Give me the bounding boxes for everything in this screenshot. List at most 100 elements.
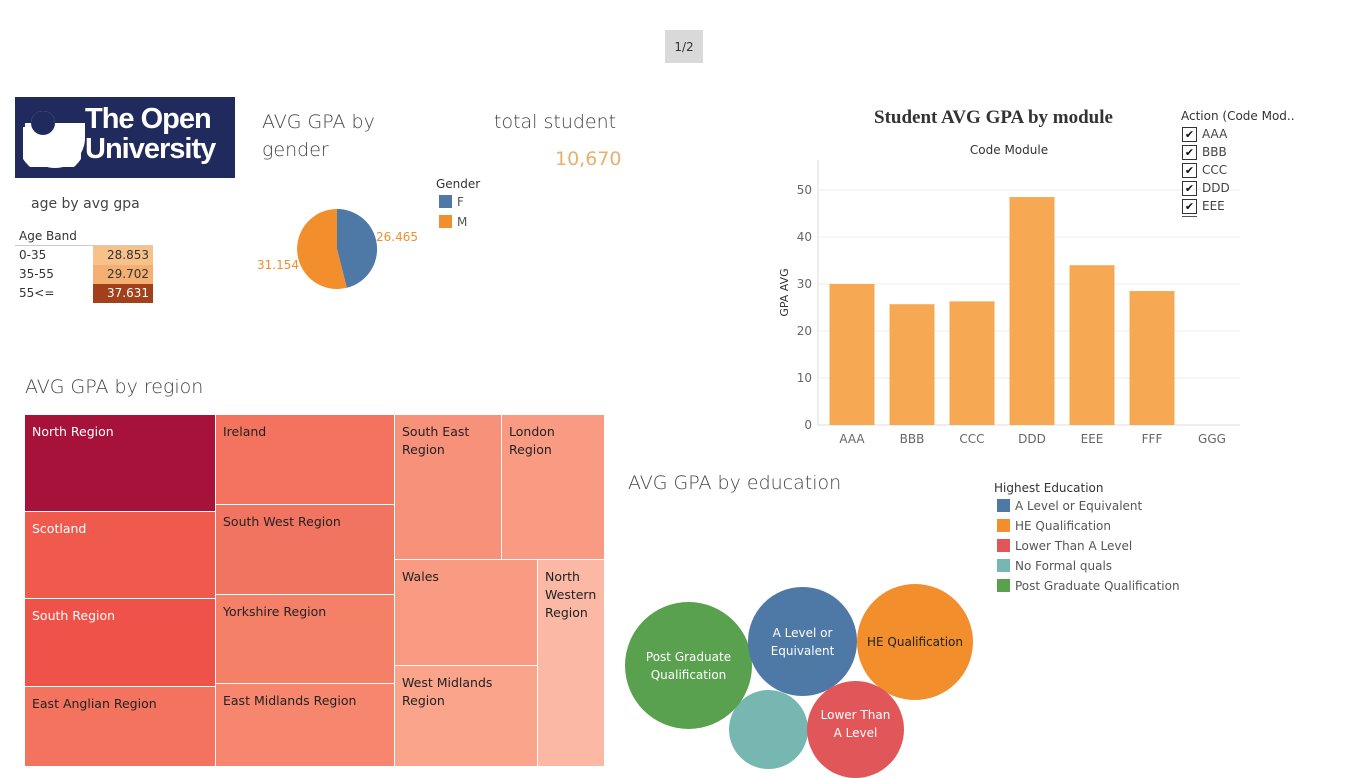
tm-london-region[interactable]: London Region bbox=[502, 415, 605, 560]
tm-east-midlands-region[interactable]: East Midlands Region bbox=[216, 684, 395, 767]
x-tick-label: EEE bbox=[1081, 432, 1104, 446]
age-row: 0-35 28.853 bbox=[15, 246, 153, 265]
tm-ireland[interactable]: Ireland bbox=[216, 415, 395, 505]
y-tick-label: 40 bbox=[797, 230, 812, 244]
education-legend-title: Highest Education bbox=[994, 481, 1104, 495]
education-legend-label: A Level or Equivalent bbox=[1015, 499, 1143, 513]
region-chart-title: AVG GPA by region bbox=[25, 376, 204, 398]
x-tick-label: BBB bbox=[900, 432, 925, 446]
bar-bbb[interactable] bbox=[889, 304, 935, 425]
gender-title-line2: gender bbox=[262, 139, 329, 161]
y-tick-label: 50 bbox=[797, 183, 812, 197]
pie-slice-m[interactable] bbox=[297, 209, 347, 289]
education-legend-swatch bbox=[997, 519, 1010, 532]
tm-west-midlands-region[interactable]: West Midlands Region bbox=[395, 666, 538, 767]
x-tick-label: GGG bbox=[1198, 432, 1226, 446]
y-tick-label: 10 bbox=[797, 371, 812, 385]
pie-label-f: 26.465 bbox=[376, 230, 418, 244]
filter-checkbox[interactable]: ✔ bbox=[1182, 199, 1197, 214]
tm-east-anglian-region[interactable]: East Anglian Region bbox=[25, 687, 216, 767]
bar-fff[interactable] bbox=[1129, 291, 1175, 425]
age-band-value[interactable]: 28.853 bbox=[93, 246, 153, 265]
age-row: 35-55 29.702 bbox=[15, 265, 153, 284]
pie-label-m: 31.154 bbox=[257, 258, 299, 272]
bubble-a-level[interactable]: A Level or Equivalent bbox=[748, 587, 857, 696]
age-band-value[interactable]: 37.631 bbox=[93, 284, 153, 303]
module-bar-chart: Code Module 0 10 20 30 40 50 GPA AVG AAA BBB CCC DD… bbox=[778, 143, 1240, 446]
filter-checkbox[interactable]: ✔ bbox=[1182, 145, 1197, 160]
pie-slice-f[interactable] bbox=[337, 208, 378, 288]
gender-chart-title: AVG GPA by gender bbox=[262, 108, 375, 164]
age-band-value[interactable]: 29.702 bbox=[93, 265, 153, 284]
x-tick-label: DDD bbox=[1018, 432, 1046, 446]
education-chart-title: AVG GPA by education bbox=[628, 472, 842, 494]
tm-yorkshire-region[interactable]: Yorkshire Region bbox=[216, 595, 395, 684]
bubble-post-graduate[interactable]: Post Graduate Qualification bbox=[625, 602, 752, 729]
bubble-no-formal-quals[interactable] bbox=[729, 690, 808, 769]
y-tick-label: 0 bbox=[804, 418, 812, 432]
y-tick-label: 30 bbox=[797, 277, 812, 291]
age-band-label: 55<= bbox=[19, 286, 55, 300]
filter-checkbox[interactable]: ✔ bbox=[1182, 181, 1197, 196]
gender-pie bbox=[297, 208, 378, 289]
education-legend-swatch bbox=[997, 579, 1010, 592]
filter-title: Action (Code Mod.. bbox=[1181, 109, 1295, 123]
bubble-post-graduate-label: Post Graduate Qualification bbox=[645, 649, 732, 682]
education-legend-label: Lower Than A Level bbox=[1015, 539, 1133, 553]
filter-item-label: DDD bbox=[1202, 181, 1230, 195]
bubble-a-level-label: A Level or Equivalent bbox=[770, 625, 835, 658]
bar-ddd[interactable] bbox=[1009, 197, 1055, 425]
education-legend-label: HE Qualification bbox=[1015, 519, 1111, 533]
bar-eee[interactable] bbox=[1069, 265, 1115, 425]
total-student-value: 10,670 bbox=[555, 148, 622, 170]
filter-item-label: AAA bbox=[1202, 127, 1228, 141]
x-tick-label: CCC bbox=[959, 432, 984, 446]
age-band-header: Age Band bbox=[19, 229, 77, 243]
x-tick-label: FFF bbox=[1142, 432, 1163, 446]
legend-swatch-f bbox=[439, 195, 452, 208]
tm-south-west-region[interactable]: South West Region bbox=[216, 505, 395, 595]
bubble-he-label: HE Qualification bbox=[867, 635, 963, 649]
filter-item-label: CCC bbox=[1202, 163, 1228, 177]
bar-ccc[interactable] bbox=[949, 301, 995, 425]
bubble-lower-label: Lower Than A Level bbox=[820, 707, 891, 740]
y-tick-label: 20 bbox=[797, 324, 812, 338]
filter-item-label: EEE bbox=[1202, 199, 1225, 213]
bubble-he-qualification[interactable]: HE Qualification bbox=[857, 584, 973, 700]
filter-checkbox[interactable]: ✔ bbox=[1182, 127, 1197, 142]
legend-label-f: F bbox=[457, 195, 464, 209]
education-legend-swatch bbox=[997, 499, 1010, 512]
tm-wales[interactable]: Wales bbox=[395, 560, 538, 666]
education-legend-swatch bbox=[997, 539, 1010, 552]
bar-aaa[interactable] bbox=[829, 284, 875, 425]
y-axis-label: GPA AVG bbox=[778, 268, 791, 316]
page-indicator-button[interactable]: 1/2 bbox=[665, 30, 703, 63]
gender-title-line1: AVG GPA by bbox=[262, 111, 375, 133]
education-legend-label: No Formal quals bbox=[1015, 559, 1113, 573]
chart-subtitle: Code Module bbox=[970, 143, 1048, 157]
module-chart-title: Student AVG GPA by module bbox=[874, 107, 1113, 128]
education-legend-swatch bbox=[997, 559, 1010, 572]
filter-list-cutoff bbox=[1182, 216, 1197, 218]
age-table-header: Age Band bbox=[15, 226, 153, 246]
total-student-title: total student bbox=[494, 111, 617, 133]
tm-north-region[interactable]: North Region bbox=[25, 415, 216, 512]
logo-mark-fill bbox=[15, 97, 235, 178]
x-tick-label: AAA bbox=[839, 432, 865, 446]
tm-scotland[interactable]: Scotland bbox=[25, 512, 216, 599]
tm-north-western-region[interactable]: North Western Region bbox=[538, 560, 605, 767]
filter-item-label: BBB bbox=[1202, 145, 1227, 159]
filter-checkbox[interactable]: ✔ bbox=[1182, 163, 1197, 178]
age-band-label: 35-55 bbox=[19, 267, 54, 281]
legend-label-m: M bbox=[457, 215, 468, 229]
age-row: 55<= 37.631 bbox=[15, 284, 153, 303]
education-legend-label: Post Graduate Qualification bbox=[1015, 579, 1180, 593]
tm-south-east-region[interactable]: South East Region bbox=[395, 415, 502, 560]
age-table-title: age by avg gpa bbox=[31, 196, 140, 212]
bubble-lower-than-a-level[interactable]: Lower Than A Level bbox=[807, 681, 904, 778]
tm-south-region[interactable]: South Region bbox=[25, 599, 216, 687]
logo-text: The Open University bbox=[85, 103, 216, 165]
open-university-logo: The Open University bbox=[15, 97, 235, 178]
legend-swatch-m bbox=[439, 215, 452, 228]
age-band-label: 0-35 bbox=[19, 248, 47, 262]
